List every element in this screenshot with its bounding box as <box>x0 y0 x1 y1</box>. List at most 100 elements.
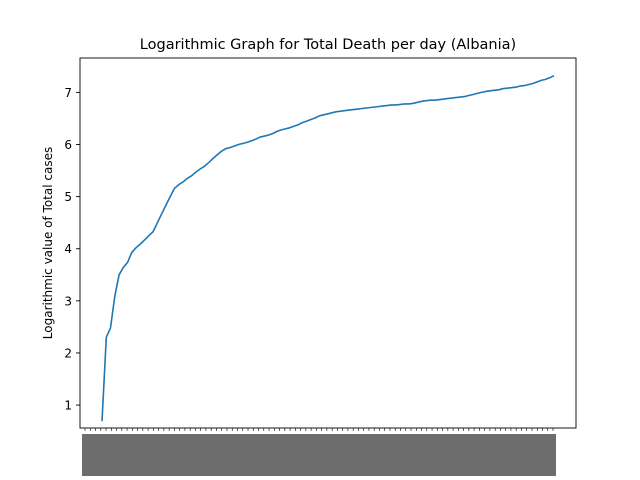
x-tick-label-glyphs <box>208 434 215 476</box>
x-tick-label-glyphs <box>376 434 383 476</box>
y-axis-ticks: 1 2 3 4 5 6 7 <box>64 86 80 413</box>
x-tick-label-glyphs <box>239 434 246 476</box>
x-tick-label-glyphs <box>181 434 188 476</box>
x-tick-label-glyphs <box>355 434 362 476</box>
y-tick-label: 3 <box>64 294 72 308</box>
x-tick-label-glyphs <box>308 434 315 476</box>
series-line <box>101 74 555 422</box>
x-tick-label-glyphs <box>434 434 441 476</box>
plot-series <box>101 74 555 422</box>
x-tick-label-glyphs <box>160 434 167 476</box>
x-tick-label-glyphs <box>313 434 320 476</box>
x-tick-label-glyphs <box>534 434 541 476</box>
x-tick-label-glyphs <box>334 434 341 476</box>
x-tick-label-glyphs <box>297 434 304 476</box>
x-tick-label-glyphs <box>444 434 451 476</box>
chart-title: Logarithmic Graph for Total Death per da… <box>140 37 516 53</box>
x-tick-label-glyphs <box>386 434 393 476</box>
x-tick-label-glyphs <box>276 434 283 476</box>
x-tick-label-glyphs <box>266 434 273 476</box>
x-tick-label-glyphs <box>392 434 399 476</box>
x-tick-label-glyphs <box>245 434 252 476</box>
x-tick-label-glyphs <box>523 434 530 476</box>
x-tick-label-glyphs <box>255 434 262 476</box>
x-tick-label-glyphs <box>145 434 152 476</box>
x-tick-label-glyphs <box>82 434 88 476</box>
x-tick-label-glyphs <box>439 434 446 476</box>
x-tick-label-glyphs <box>344 434 351 476</box>
x-axis-ticks <box>82 428 556 476</box>
x-tick-label-glyphs <box>550 434 556 476</box>
x-tick-label-glyphs <box>402 434 409 476</box>
x-tick-label-glyphs <box>118 434 125 476</box>
x-tick-label-glyphs <box>329 434 336 476</box>
x-tick-label-glyphs <box>339 434 346 476</box>
x-tick-label-glyphs <box>381 434 388 476</box>
x-tick-label-glyphs <box>471 434 478 476</box>
x-tick-label-glyphs <box>171 434 178 476</box>
x-tick-label-glyphs <box>318 434 325 476</box>
x-tick-label-glyphs <box>455 434 462 476</box>
x-tick-label-glyphs <box>192 434 199 476</box>
x-tick-label-glyphs <box>450 434 457 476</box>
y-tick-label: 7 <box>64 86 72 100</box>
plot-frame <box>79 57 577 429</box>
x-tick-label-glyphs <box>418 434 425 476</box>
x-tick-label-glyphs <box>108 434 115 476</box>
x-tick-label-glyphs <box>281 434 288 476</box>
x-tick-label-glyphs <box>92 434 99 476</box>
x-tick-label-glyphs <box>155 434 162 476</box>
x-tick-label-glyphs <box>507 434 514 476</box>
x-tick-label-glyphs <box>129 434 136 476</box>
x-tick-label-glyphs <box>350 434 357 476</box>
x-tick-label-glyphs <box>360 434 367 476</box>
x-tick-label-glyphs <box>139 434 146 476</box>
x-tick-label-glyphs <box>103 434 110 476</box>
x-tick-label-glyphs <box>481 434 488 476</box>
x-tick-label-glyphs <box>423 434 430 476</box>
x-tick-label-glyphs <box>528 434 535 476</box>
x-tick-label-glyphs <box>476 434 483 476</box>
x-tick-label-glyphs <box>250 434 257 476</box>
x-tick-label-glyphs <box>544 434 551 476</box>
x-tick-label-glyphs <box>460 434 467 476</box>
x-tick-label-glyphs <box>413 434 420 476</box>
x-tick-label-glyphs <box>234 434 241 476</box>
x-tick-label-glyphs <box>150 434 157 476</box>
y-tick-label: 2 <box>64 346 72 360</box>
y-tick-label: 6 <box>64 138 72 152</box>
x-tick-label-glyphs <box>302 434 309 476</box>
x-tick-label-glyphs <box>271 434 278 476</box>
x-tick-label-glyphs <box>197 434 204 476</box>
x-tick-label-glyphs <box>465 434 472 476</box>
x-tick-label-glyphs <box>287 434 294 476</box>
x-tick-label-glyphs <box>497 434 504 476</box>
x-tick-label-glyphs <box>492 434 499 476</box>
x-tick-label-glyphs <box>113 434 120 476</box>
x-tick-label-glyphs <box>539 434 546 476</box>
x-tick-label-glyphs <box>486 434 493 476</box>
x-tick-label-glyphs <box>365 434 372 476</box>
x-tick-label-glyphs <box>229 434 236 476</box>
x-tick-label-glyphs <box>408 434 415 476</box>
x-tick-label-glyphs <box>518 434 525 476</box>
x-tick-label-glyphs <box>187 434 194 476</box>
x-tick-label-glyphs <box>513 434 520 476</box>
y-axis-label: Logarithmic value of Total cases <box>41 147 55 339</box>
x-tick-label-glyphs <box>260 434 267 476</box>
y-tick-label: 4 <box>64 242 72 256</box>
x-tick-label-glyphs <box>166 434 173 476</box>
x-tick-label-glyphs <box>202 434 209 476</box>
x-tick-label-glyphs <box>371 434 378 476</box>
x-tick-label-glyphs <box>213 434 220 476</box>
x-tick-label-glyphs <box>323 434 330 476</box>
y-tick-label: 5 <box>64 190 72 204</box>
x-tick-label-glyphs <box>429 434 436 476</box>
x-tick-label-glyphs <box>223 434 230 476</box>
y-tick-label: 1 <box>64 399 72 413</box>
x-tick-label-glyphs <box>502 434 509 476</box>
x-tick-label-glyphs <box>176 434 183 476</box>
x-tick-label-glyphs <box>124 434 131 476</box>
